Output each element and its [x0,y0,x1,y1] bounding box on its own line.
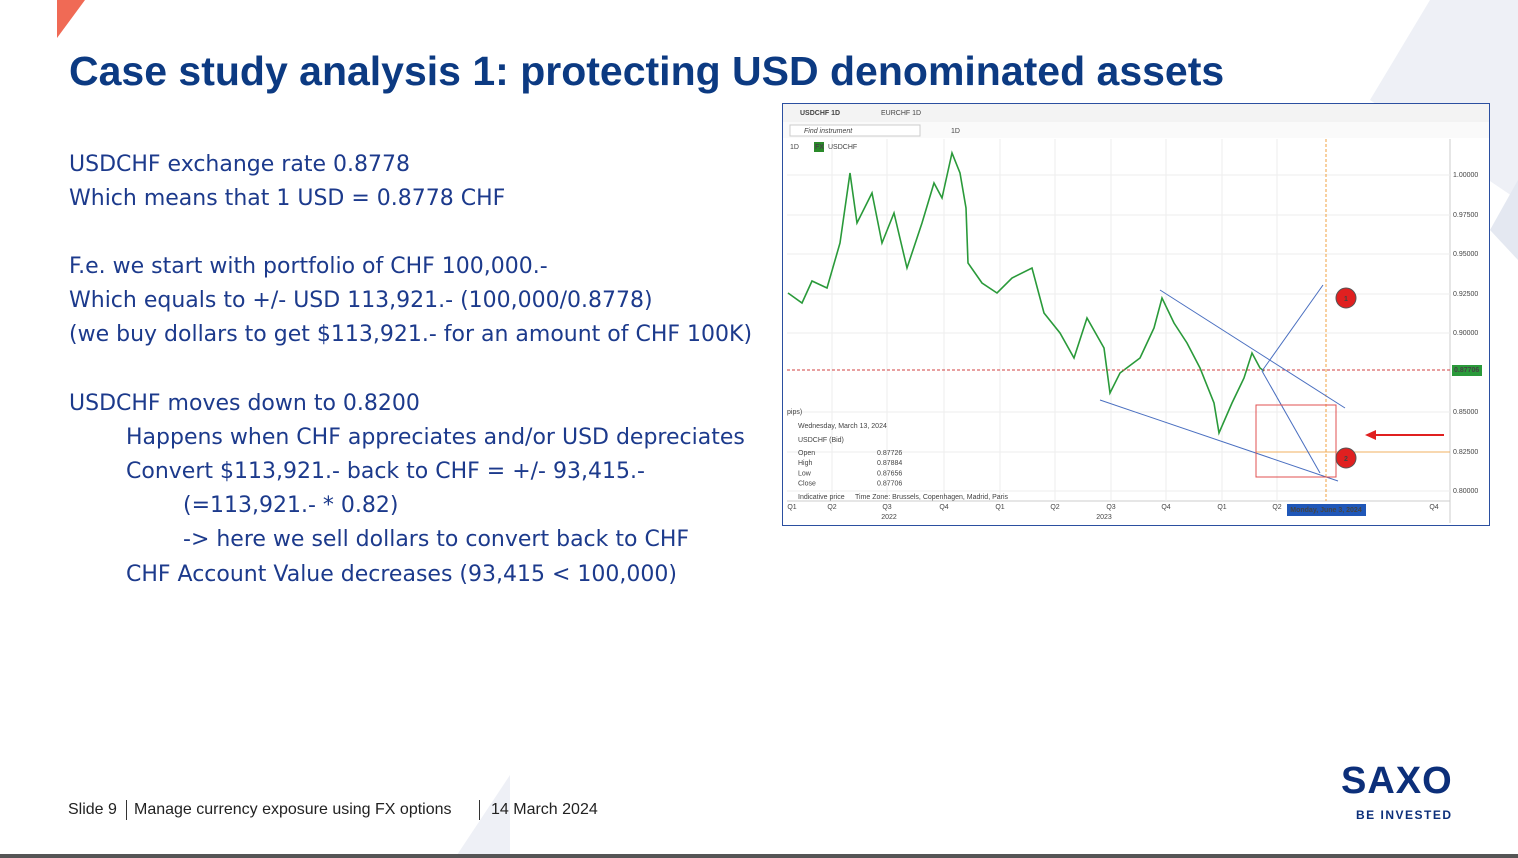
logo: SAXO [1341,760,1453,802]
tab: EURCHF 1D [881,110,921,117]
price-label: 0.97500 [1453,212,1478,219]
separator [479,800,480,820]
footer-date: 14 March 2024 [491,801,598,818]
time-label: Q4 [939,504,948,511]
price-label: 0.85000 [1453,409,1478,416]
time-label: Q1 [787,504,796,511]
text-line: Which means that 1 USD = 0.8778 CHF [69,186,506,211]
text-line: USDCHF exchange rate 0.8778 [69,152,410,177]
marker-label: 1 [1344,296,1348,303]
text-line: Happens when CHF appreciates and/or USD … [126,425,745,450]
info-date: Wednesday, March 13, 2024 [798,423,887,430]
separator [126,800,127,820]
time-label: Q4 [1161,504,1170,511]
text-line: F.e. we start with portfolio of CHF 100,… [69,254,548,279]
info-value: 0.87706 [877,481,902,488]
text-line: (we buy dollars to get $113,921.- for an… [69,322,753,347]
instrument: USDCHF [828,144,857,151]
text-line: USDCHF moves down to 0.8200 [69,391,420,416]
price-type: Indicative price [798,494,845,501]
price-label: 1.00000 [1453,172,1478,179]
pips: pips) [787,409,802,416]
text-line: CHF Account Value decreases (93,415 < 10… [126,562,677,587]
time-label: Q3 [882,504,891,511]
search-placeholder: Find instrument [804,128,853,135]
time-zone: Time Zone: Brussels, Copenhagen, Madrid,… [855,494,1009,501]
price-label: 0.90000 [1453,330,1478,337]
info-label: Close [798,481,816,488]
text-line: -> here we sell dollars to convert back … [183,527,690,552]
marker-label: 2 [1344,456,1348,463]
time-label: Q1 [1217,504,1226,511]
time-label: Q2 [1050,504,1059,511]
footer-slide: Slide 9 [68,801,117,818]
info-label: Open [798,450,815,457]
time-label: Q4 [1429,504,1438,511]
instrument-badge: FX [815,144,824,151]
price-label: 0.82500 [1453,449,1478,456]
price-label: 0.95000 [1453,251,1478,258]
title: Case study analysis 1: protecting USD de… [69,48,1225,94]
toolbar-interval: 1D [951,128,960,135]
text-line: Which equals to +/- USD 113,921.- (100,0… [69,288,653,313]
info-label: Low [798,470,812,477]
time-label: Q2 [827,504,836,511]
year-label: 2022 [881,514,897,521]
time-label: Q3 [1106,504,1115,511]
footer-subject: Manage currency exposure using FX option… [134,801,452,818]
info-value: 0.87884 [877,460,902,467]
text-line: Convert $113,921.- back to CHF = +/- 93,… [126,459,645,484]
price-label: 0.80000 [1453,488,1478,495]
chart-screenshot: USDCHF 1D EURCHF 1D Find instrument 1D 1D FX U… [782,103,1490,526]
text-line: (=113,921.- * 0.82) [183,493,399,518]
cursor-date: Monday, June 3, 2024 [1290,507,1362,514]
current-price: 0.87706 [1454,367,1479,374]
time-label: Q2 [1272,504,1281,511]
interval: 1D [790,144,799,151]
info-label: High [798,460,813,467]
tab: USDCHF 1D [800,110,840,117]
info-value: 0.87726 [877,450,902,457]
year-label: 2023 [1096,514,1112,521]
logo-tagline: BE INVESTED [1356,808,1453,822]
info-value: 0.87656 [877,470,902,477]
time-label: Q1 [995,504,1004,511]
price-label: 0.92500 [1453,291,1478,298]
info-instrument: USDCHF (Bid) [798,437,844,444]
